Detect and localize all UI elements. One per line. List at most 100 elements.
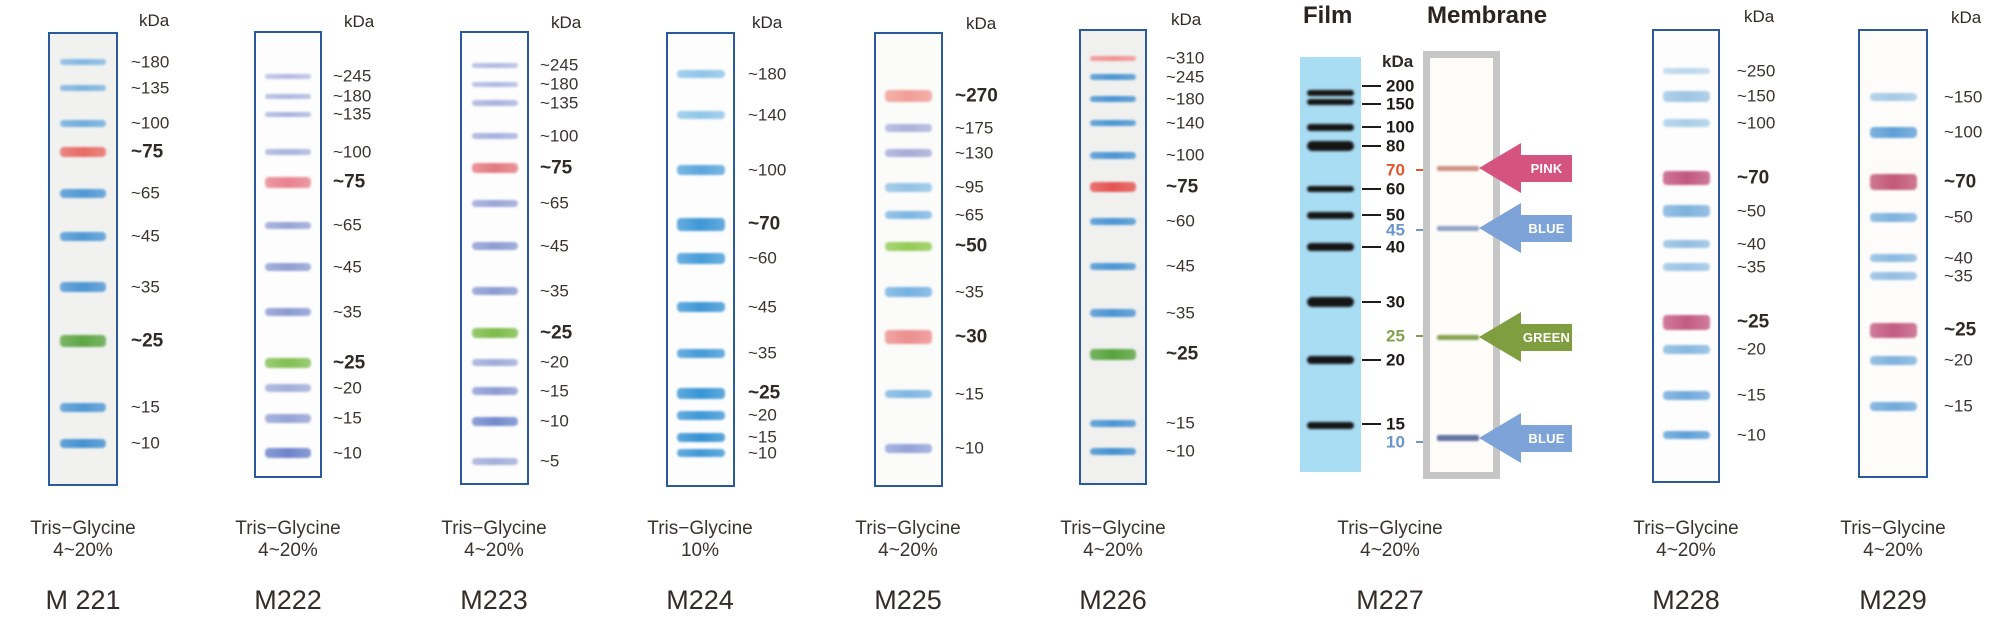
kda-label: ~100 <box>1166 145 1205 165</box>
kda-label: ~35 <box>748 343 777 363</box>
gel-band-15 <box>885 390 932 398</box>
gel-band-35 <box>471 287 518 295</box>
gel-type-line: Tris−Glycine <box>1840 518 1946 539</box>
gel-band-20 <box>676 410 725 420</box>
gel-band-5 <box>471 457 518 465</box>
kda-label: ~45 <box>540 236 569 256</box>
gel-type-line: Tris−Glycine <box>30 518 136 539</box>
film-band <box>1307 90 1354 96</box>
kda-label: ~15 <box>1737 385 1766 405</box>
gel-band-150 <box>1662 90 1710 102</box>
kda-label: ~100 <box>540 126 579 146</box>
kda-label: ~60 <box>748 248 777 268</box>
film-colored-marker-label: 25 <box>1386 326 1405 346</box>
gel-band-100 <box>265 149 311 155</box>
gel-band-65 <box>265 221 311 229</box>
gel-band-75 <box>471 163 518 173</box>
kda-label: ~65 <box>540 193 569 213</box>
kda-label: ~65 <box>131 183 160 203</box>
gel-band-10 <box>471 416 518 426</box>
kda-units-label: kDa <box>1951 8 1982 27</box>
lane-name-label: M227 <box>1356 585 1424 615</box>
film-band <box>1307 211 1354 219</box>
film-tick <box>1362 246 1381 248</box>
kda-label: ~45 <box>131 226 160 246</box>
film-tick <box>1362 145 1381 147</box>
arrow-label: BLUE <box>1521 424 1572 452</box>
kda-label: ~135 <box>333 104 372 124</box>
film-marker-label: 15 <box>1386 414 1405 434</box>
kda-label: ~25 <box>1166 343 1199 365</box>
gel-band-100 <box>676 165 725 175</box>
kda-label: ~30 <box>955 326 988 348</box>
kda-label: ~50 <box>955 235 988 257</box>
kda-units-label: kDa <box>1744 7 1775 26</box>
gel-band-10 <box>885 443 932 453</box>
gel-band-180 <box>265 93 311 99</box>
gel-band-25 <box>265 358 311 368</box>
kda-label: ~130 <box>955 143 994 163</box>
kda-label: ~45 <box>748 297 777 317</box>
membrane-band <box>1437 225 1479 231</box>
lane-name-label: M228 <box>1652 585 1720 615</box>
kda-label: ~20 <box>1737 339 1766 359</box>
film-band <box>1307 186 1354 192</box>
kda-units-label: kDa <box>966 14 997 33</box>
lane-gel-type-label: Tris−Glycine 4~20% <box>1840 518 1945 562</box>
arrow-head-icon <box>1479 203 1521 253</box>
gel-type-line: Tris−Glycine <box>1060 518 1166 539</box>
kda-label: ~70 <box>1944 171 1977 193</box>
gel-band-35 <box>1869 272 1917 280</box>
gel-band-25 <box>1090 348 1136 360</box>
gel-band-15 <box>1662 390 1710 400</box>
gel-band-70 <box>676 217 725 231</box>
gel-band-245 <box>265 73 311 79</box>
membrane-band <box>1437 435 1479 441</box>
kda-label: ~15 <box>131 397 160 417</box>
kda-label: ~150 <box>1737 86 1776 106</box>
film-tick <box>1362 103 1381 105</box>
gel-band-245 <box>1090 74 1136 80</box>
kda-label: ~45 <box>333 257 362 277</box>
gel-band-100 <box>60 119 106 127</box>
film-tick <box>1362 188 1381 190</box>
film-band <box>1307 141 1354 151</box>
gel-band-30 <box>885 330 932 344</box>
gel-type-line: 4~20% <box>1863 540 1923 561</box>
kda-units-label: kDa <box>551 13 582 32</box>
kda-label: ~175 <box>955 118 994 138</box>
gel-band-45 <box>471 242 518 250</box>
kda-label: ~10 <box>748 443 777 463</box>
lane-name-label: M223 <box>460 585 528 615</box>
gel-band-180 <box>1090 96 1136 102</box>
kda-label: ~10 <box>540 411 569 431</box>
gel-band-25 <box>1869 322 1917 338</box>
kda-label: ~140 <box>1166 113 1205 133</box>
gel-band-25 <box>1662 314 1710 330</box>
gel-band-25 <box>676 387 725 399</box>
gel-band-60 <box>676 252 725 264</box>
gel-band-140 <box>676 111 725 119</box>
gel-band-15 <box>60 402 106 412</box>
film-marker-label: 50 <box>1386 205 1405 225</box>
gel-band-45 <box>60 231 106 241</box>
gel-band-15 <box>1090 419 1136 427</box>
lane-name-label: M229 <box>1859 585 1927 615</box>
gel-band-50 <box>885 241 932 251</box>
arrow-label: BLUE <box>1521 214 1572 242</box>
kda-label: ~180 <box>333 86 372 106</box>
gel-band-10 <box>60 438 106 448</box>
gel-band-175 <box>885 124 932 132</box>
kda-label: ~20 <box>1944 350 1973 370</box>
gel-band-10 <box>265 448 311 458</box>
film-marker-label: 30 <box>1386 292 1405 312</box>
kda-label: ~95 <box>955 177 984 197</box>
gel-band-35 <box>676 348 725 358</box>
kda-label: ~25 <box>1944 319 1977 341</box>
kda-label: ~250 <box>1737 61 1776 81</box>
arrow-pink-0: PINK <box>1479 143 1572 193</box>
gel-band-75 <box>265 176 311 188</box>
gel-band-35 <box>1662 263 1710 271</box>
gel-band-70 <box>1869 174 1917 190</box>
